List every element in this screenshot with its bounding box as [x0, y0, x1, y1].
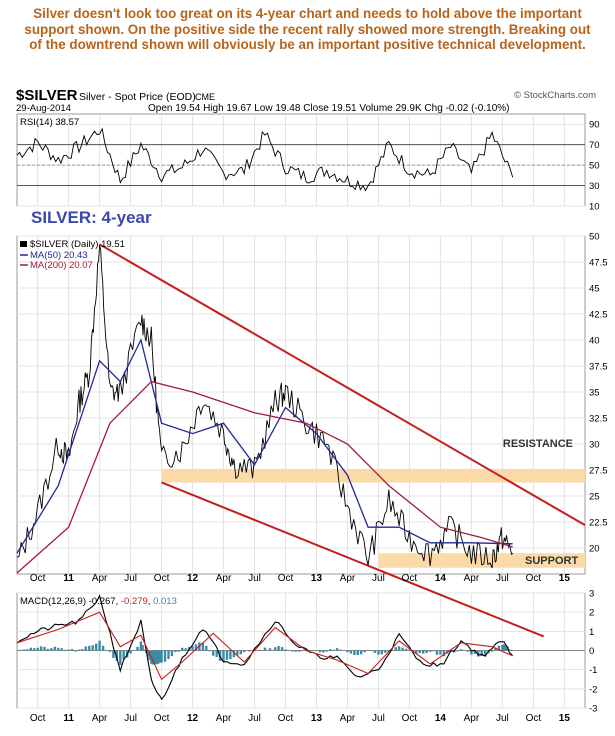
price-x-tick-label: Apr — [464, 573, 480, 584]
price-x-tick-label: Oct — [30, 573, 46, 584]
price-y-tick-label: 25 — [589, 492, 600, 503]
legend-ma200: MA(200) 20.07 — [30, 260, 93, 271]
macd-x-tick-label: Oct — [402, 713, 418, 724]
macd-x-tick-label: Oct — [154, 713, 170, 724]
legend-price: $SILVER (Daily) 19.51 — [30, 239, 125, 250]
price-x-tick-label: 14 — [435, 573, 447, 584]
macd-x-tick-label: 14 — [435, 713, 447, 724]
price-x-tick-label: Oct — [154, 573, 170, 584]
price-x-tick-label: Oct — [526, 573, 542, 584]
resistance-label: RESISTANCE — [503, 438, 573, 450]
price-y-tick-label: 47.5 — [589, 258, 608, 269]
macd-y-tick-label: 2 — [589, 608, 594, 619]
macd-y-tick-label: 0 — [589, 646, 594, 657]
rsi-y-tick-label: 30 — [589, 181, 600, 192]
chart-instrument-name: Silver - Spot Price (EOD) — [79, 91, 196, 103]
macd-x-tick-label: Oct — [278, 713, 294, 724]
price-y-tick-label: 20 — [589, 544, 600, 555]
rsi-y-tick-label: 70 — [589, 140, 600, 151]
macd-x-tick-label: Oct — [526, 713, 542, 724]
price-y-tick-label: 30 — [589, 440, 600, 451]
price-line — [16, 244, 514, 569]
macd-x-tick-label: 11 — [63, 713, 74, 724]
macd-x-tick-label: Apr — [464, 713, 480, 724]
stockcharts-watermark: © StockCharts.com — [514, 90, 596, 101]
rsi-y-tick-label: 10 — [589, 202, 600, 213]
price-x-tick-label: Apr — [216, 573, 232, 584]
macd-x-tick-label: Jul — [496, 713, 509, 724]
lower-trendline — [161, 481, 545, 638]
price-x-tick-label: Oct — [278, 573, 294, 584]
price-y-tick-label: 45 — [589, 284, 600, 295]
macd-x-tick-label: 15 — [559, 713, 571, 724]
macd-x-tick-label: Oct — [30, 713, 46, 724]
rsi-label: RSI(14) 38.57 — [20, 117, 79, 128]
macd-x-tick-label: Jul — [372, 713, 385, 724]
rsi-y-tick-label: 90 — [589, 120, 600, 131]
macd-signal-line — [16, 611, 513, 681]
price-x-tick-label: Jul — [248, 573, 261, 584]
price-panel — [16, 235, 586, 575]
macd-x-tick-label: Apr — [92, 713, 108, 724]
macd-x-tick-label: Apr — [340, 713, 356, 724]
chart-commentary: Silver doesn't look too great on its 4-y… — [24, 6, 591, 53]
price-y-tick-label: 42.5 — [589, 310, 608, 321]
price-x-tick-label: 12 — [187, 573, 199, 584]
resistance-zone — [161, 468, 585, 483]
rsi-y-tick-label: 50 — [589, 161, 600, 172]
support-label: SUPPORT — [525, 555, 578, 567]
price-y-tick-label: 50 — [589, 232, 600, 243]
rsi-line — [16, 127, 514, 192]
axis-labels: OctOct1111AprAprJulJulOctOct1212AprAprJu… — [30, 120, 608, 724]
legend-ma50: MA(50) 20.43 — [30, 250, 88, 261]
ma50-line — [16, 338, 513, 554]
price-x-tick-label: Apr — [340, 573, 356, 584]
macd-y-tick-label: -1 — [589, 665, 597, 676]
macd-line — [16, 594, 514, 701]
price-y-tick-label: 37.5 — [589, 362, 608, 373]
price-x-tick-label: Jul — [124, 573, 137, 584]
macd-y-tick-label: 3 — [589, 589, 594, 600]
macd-label: MACD(12,26,9) -0.267, -0.279, 0.013 — [20, 596, 177, 607]
price-x-tick-label: 15 — [559, 573, 571, 584]
chart-series — [15, 127, 586, 701]
ohlc-readout: Open 19.54 High 19.67 Low 19.48 Close 19… — [148, 103, 509, 114]
chart-symbol: $SILVER — [16, 87, 78, 104]
chart-exchange: CME — [195, 92, 215, 102]
ma200-line — [16, 380, 513, 574]
macd-y-tick-label: 1 — [589, 627, 594, 638]
macd-x-tick-label: Jul — [248, 713, 261, 724]
macd-x-tick-label: 13 — [311, 713, 323, 724]
macd-histogram — [15, 640, 514, 665]
price-x-tick-label: Apr — [92, 573, 108, 584]
price-y-tick-label: 35 — [589, 388, 600, 399]
price-x-tick-label: 11 — [63, 573, 74, 584]
chart-date: 29-Aug-2014 — [16, 103, 71, 114]
macd-x-tick-label: Jul — [124, 713, 137, 724]
price-y-tick-label: 40 — [589, 336, 600, 347]
price-legend: $SILVER (Daily) 19.51 MA(50) 20.43 MA(20… — [20, 239, 125, 271]
price-x-tick-label: 13 — [311, 573, 323, 584]
gridlines — [17, 114, 585, 709]
macd-y-tick-label: -3 — [589, 704, 597, 715]
price-x-tick-label: Jul — [372, 573, 385, 584]
price-y-tick-label: 22.5 — [589, 518, 608, 529]
upper-trendline — [99, 243, 586, 526]
macd-x-tick-label: Apr — [216, 713, 232, 724]
price-y-tick-label: 32.5 — [589, 414, 608, 425]
price-x-tick-label: Oct — [402, 573, 418, 584]
chart-title: SILVER: 4-year — [31, 208, 152, 227]
price-x-tick-label: Jul — [496, 573, 509, 584]
macd-x-tick-label: 12 — [187, 713, 199, 724]
price-y-tick-label: 27.5 — [589, 466, 608, 477]
macd-y-tick-label: -2 — [589, 684, 597, 695]
